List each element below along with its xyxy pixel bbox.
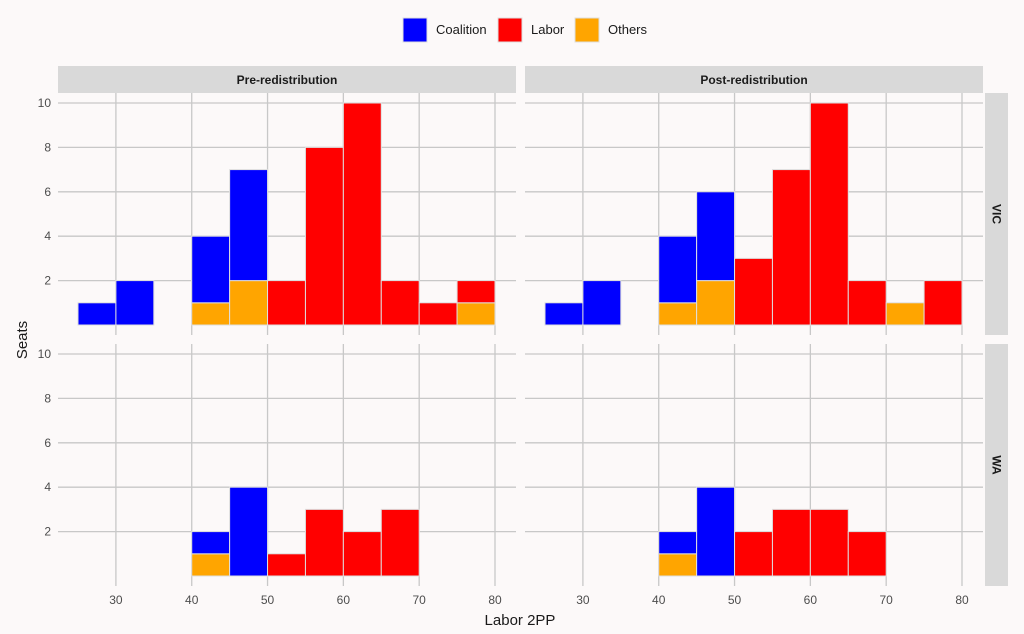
y-tick-label: 2: [44, 525, 51, 539]
bar-labor: [342, 531, 382, 577]
bar-coalition: [658, 235, 698, 304]
x-axis-title: Labor 2PP: [485, 612, 556, 629]
y-tick-label: 6: [44, 185, 51, 199]
column-strip-label: Post-redistribution: [700, 73, 807, 87]
x-tick-label: 70: [880, 593, 894, 607]
column-strip-label: Pre-redistribution: [237, 73, 338, 87]
bar-coalition: [191, 235, 231, 304]
facet-strips: Pre-redistribution Post-redistribution VIC…: [58, 66, 1008, 586]
y-axis-title: Seats: [14, 321, 31, 359]
panel-pre-redistribution-vic: [58, 93, 516, 335]
bar-coalition: [582, 280, 622, 326]
x-tick-label: 30: [576, 593, 590, 607]
bar-labor: [304, 508, 344, 577]
y-tick-label: 4: [44, 480, 51, 494]
row-strip: VIC: [985, 93, 1008, 335]
bar-others: [191, 553, 231, 577]
bar-labor: [734, 257, 773, 326]
legend-swatch: [574, 17, 600, 43]
x-tick-label: 70: [413, 593, 427, 607]
legend-label: Others: [608, 22, 648, 37]
bar-labor: [380, 508, 420, 577]
bar-coalition: [77, 302, 117, 326]
x-tick-label: 50: [728, 593, 742, 607]
y-tick-label: 10: [38, 347, 52, 361]
bar-labor: [847, 280, 887, 326]
bar-coalition: [229, 169, 269, 282]
x-tick-label: 80: [955, 593, 969, 607]
bar-others: [456, 302, 496, 326]
bar-labor: [847, 531, 887, 577]
bar-labor: [304, 146, 344, 326]
bar-coalition: [191, 531, 231, 555]
legend-swatch: [402, 17, 428, 43]
bar-others: [191, 302, 231, 326]
bar-others: [229, 280, 269, 326]
bar-labor: [809, 102, 849, 326]
bar-labor: [771, 508, 811, 577]
y-tick-label: 8: [44, 140, 51, 154]
panel-post-redistribution-vic: [525, 93, 983, 335]
column-strip: Pre-redistribution: [58, 66, 516, 93]
strip-background: [58, 66, 516, 93]
panel-post-redistribution-wa: [525, 344, 983, 586]
x-tick-label: 40: [652, 593, 666, 607]
bar-coalition: [115, 280, 155, 326]
legend-swatch: [497, 17, 523, 43]
chart-panels: [58, 93, 983, 586]
bar-others: [658, 553, 698, 577]
bar-coalition: [696, 191, 736, 282]
y-tick-label: 8: [44, 391, 51, 405]
x-tick-label: 60: [337, 593, 351, 607]
bar-labor: [734, 531, 773, 577]
strip-background: [525, 66, 983, 93]
panel-pre-redistribution-wa: [58, 344, 516, 586]
row-strip-label: WA: [990, 455, 1004, 475]
strip-background: [985, 344, 1008, 586]
y-tick-label: 10: [38, 96, 52, 110]
x-tick-label: 40: [185, 593, 199, 607]
bar-labor: [267, 553, 306, 577]
legend: Coalition Labor Others: [402, 17, 648, 43]
bar-coalition: [229, 486, 269, 577]
chart-axes: 2 4 6 8 10 2 4 6 8 10 30 40 50 60 70 80 30 40 50 60 70 80: [38, 96, 969, 607]
bar-labor: [809, 508, 849, 577]
column-strip: Post-redistribution: [525, 66, 983, 93]
row-strip: WA: [985, 344, 1008, 586]
bar-labor: [771, 169, 811, 326]
legend-entry-others: Others: [574, 17, 648, 43]
bar-others: [658, 302, 698, 326]
legend-entry-coalition: Coalition: [402, 17, 487, 43]
x-tick-label: 60: [804, 593, 818, 607]
x-tick-label: 50: [261, 593, 275, 607]
y-tick-label: 4: [44, 229, 51, 243]
bar-labor: [380, 280, 420, 326]
bar-labor: [456, 280, 496, 304]
strip-background: [985, 93, 1008, 335]
y-tick-label: 2: [44, 274, 51, 288]
bar-labor: [267, 280, 306, 326]
bar-others: [696, 280, 736, 326]
row-strip-label: VIC: [990, 204, 1004, 224]
bar-coalition: [658, 531, 698, 555]
legend-entry-labor: Labor: [497, 17, 565, 43]
bar-labor: [342, 102, 382, 326]
bar-coalition: [696, 486, 736, 577]
x-tick-label: 80: [488, 593, 502, 607]
legend-label: Labor: [531, 22, 565, 37]
x-tick-label: 30: [109, 593, 123, 607]
bar-coalition: [544, 302, 584, 326]
bar-others: [885, 302, 925, 326]
bar-labor: [418, 302, 458, 326]
y-tick-label: 6: [44, 436, 51, 450]
legend-label: Coalition: [436, 22, 487, 37]
bar-labor: [923, 280, 963, 326]
